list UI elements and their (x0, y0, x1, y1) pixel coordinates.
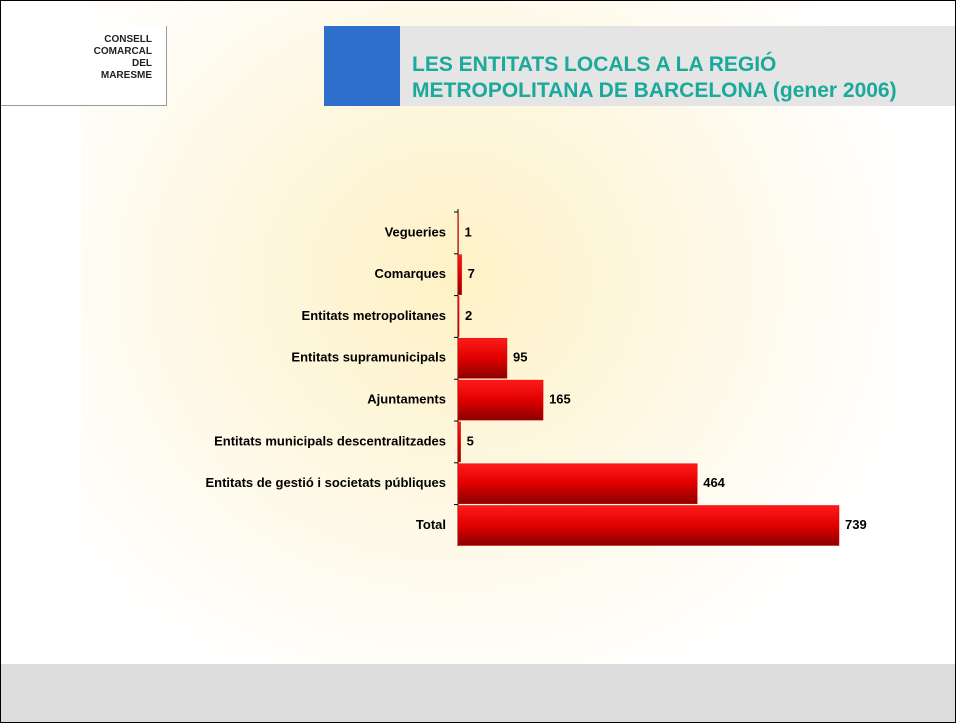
data-label: 5 (467, 433, 474, 448)
bar (457, 421, 461, 463)
logo-text: MARESME (100, 70, 152, 81)
bar (457, 296, 460, 337)
header-band (400, 26, 955, 106)
y-tick-label: Vegueries (385, 224, 446, 239)
logo-text: COMARCAL (93, 46, 152, 57)
data-label: 464 (703, 475, 725, 490)
bar (457, 463, 698, 504)
data-label: 1 (465, 224, 472, 239)
y-tick-label: Entitats metropolitanes (302, 308, 446, 323)
y-tick-label: Entitats municipals descentralitzades (214, 433, 446, 448)
bar (457, 338, 508, 379)
chart-title: METROPOLITANA DE BARCELONA (gener 2006) (412, 79, 897, 102)
data-label: 165 (549, 392, 571, 407)
y-tick-label: Comarques (374, 266, 446, 281)
logo-icon (324, 26, 400, 106)
y-tick-label: Entitats de gestió i societats públiques (205, 475, 446, 490)
logo-text: DEL (132, 58, 152, 69)
logo-text: CONSELL (104, 34, 152, 45)
footer-band (1, 664, 955, 722)
y-tick-label: Ajuntaments (367, 392, 446, 407)
y-tick-label: Entitats supramunicipals (291, 350, 446, 365)
y-tick-label: Total (416, 517, 446, 532)
data-label: 95 (513, 350, 527, 365)
chart-title: LES ENTITATS LOCALS A LA REGIÓ (412, 53, 777, 76)
bar (457, 505, 840, 546)
bar (457, 379, 544, 421)
data-label: 2 (465, 308, 472, 323)
data-label: 739 (845, 517, 867, 532)
logo: CONSELL COMARCAL DEL MARESME (1, 26, 167, 106)
data-label: 7 (468, 266, 475, 281)
bar (457, 212, 459, 254)
bar (457, 254, 462, 295)
